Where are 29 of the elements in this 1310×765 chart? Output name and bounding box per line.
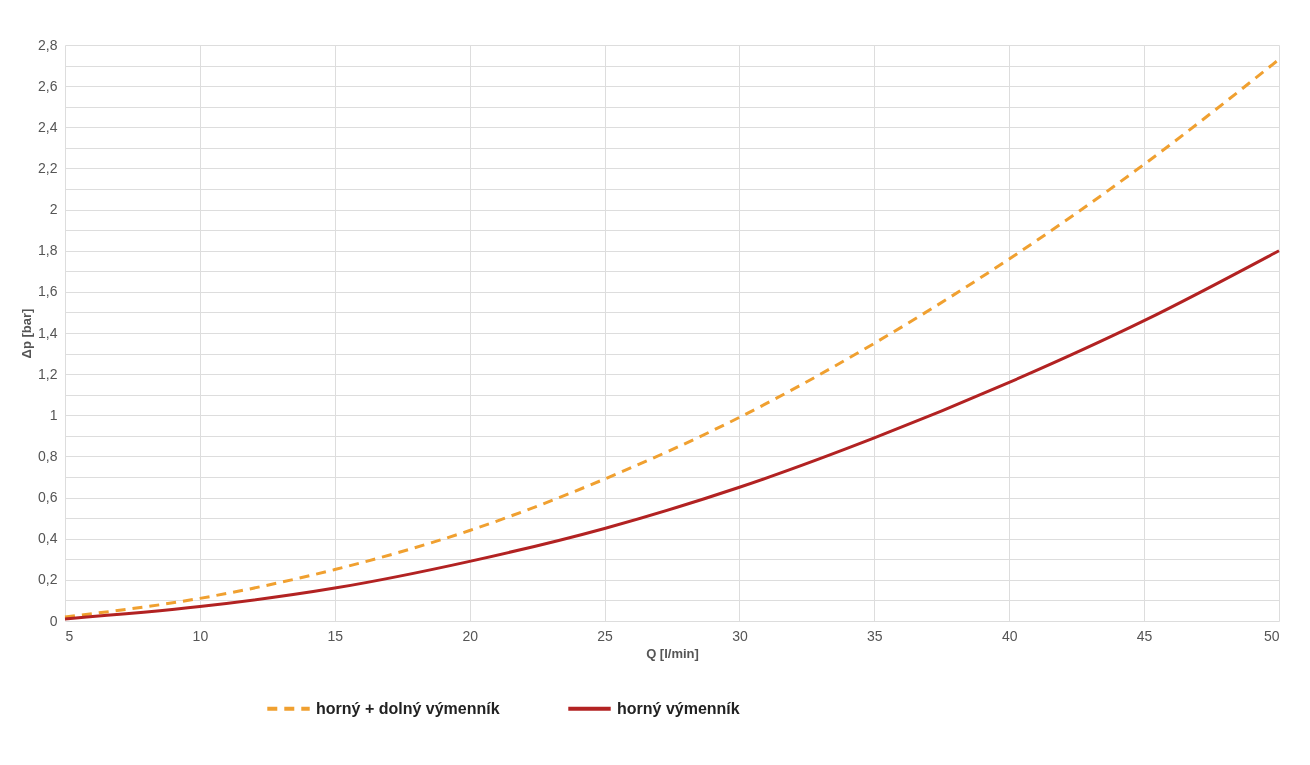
y-tick-label: 2,4 (38, 118, 58, 135)
y-tick-label: 2 (49, 201, 58, 218)
y-tick-label: 1,6 (38, 283, 58, 300)
x-tick-label: 5 (65, 627, 74, 644)
x-axis-title: Q [l/min] (646, 645, 699, 661)
y-tick-label: 0,4 (38, 530, 58, 547)
legend-label: horný + dolný výmenník (316, 699, 500, 717)
y-axis-title: Δp [bar] (19, 308, 35, 359)
y-tick-label: 2,2 (38, 159, 58, 176)
x-tick-label: 35 (867, 627, 883, 644)
y-tick-label: 1,4 (38, 324, 58, 341)
x-tick-label: 25 (597, 627, 614, 644)
y-tick-label: 1,2 (38, 365, 58, 382)
x-tick-label: 40 (1001, 627, 1018, 644)
legend-label: horný výmenník (617, 699, 740, 717)
y-tick-label: 0,8 (38, 447, 58, 464)
x-tick-label: 50 (1263, 627, 1280, 644)
y-tick-label: 2,8 (38, 36, 58, 53)
y-tick-label: 2,6 (38, 77, 58, 94)
x-tick-label: 30 (732, 627, 748, 644)
x-tick-label: 10 (192, 627, 209, 644)
x-tick-label: 15 (327, 627, 344, 644)
y-tick-label: 0,2 (38, 571, 58, 588)
y-tick-label: 1,8 (38, 242, 58, 259)
y-tick-label: 0 (49, 612, 58, 629)
y-tick-label: 1 (49, 406, 58, 423)
x-tick-label: 45 (1136, 627, 1153, 644)
x-tick-label: 20 (462, 627, 479, 644)
y-tick-label: 0,6 (38, 489, 58, 506)
